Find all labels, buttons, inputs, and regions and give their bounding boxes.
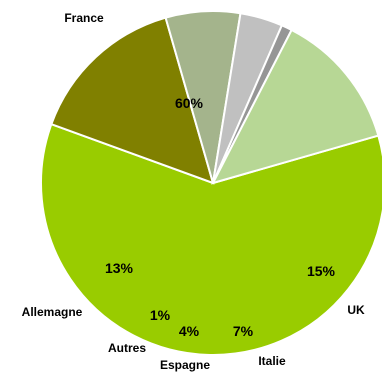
data-label-espagne: 4% [179, 323, 200, 339]
category-label-espagne: Espagne [160, 358, 210, 372]
slices-layer [40, 10, 382, 356]
category-label-france: France [64, 11, 104, 25]
category-label-allemagne: Allemagne [22, 305, 83, 319]
labels-layer: France 60% UK 15% Italie 7% Espagne 4% Autres 1% A… [22, 11, 365, 372]
data-label-italie: 7% [233, 323, 254, 339]
category-label-italie: Italie [258, 354, 286, 368]
pie-slice-france [40, 122, 382, 356]
category-label-autres: Autres [108, 341, 146, 355]
data-label-uk: 15% [307, 263, 336, 279]
pie-slice-uk [50, 16, 215, 185]
category-label-uk: UK [347, 303, 365, 317]
data-label-allemagne: 13% [105, 260, 134, 276]
data-label-autres: 1% [150, 307, 171, 323]
pie-slice-allemagne [211, 28, 380, 185]
data-label-france: 60% [175, 95, 204, 111]
